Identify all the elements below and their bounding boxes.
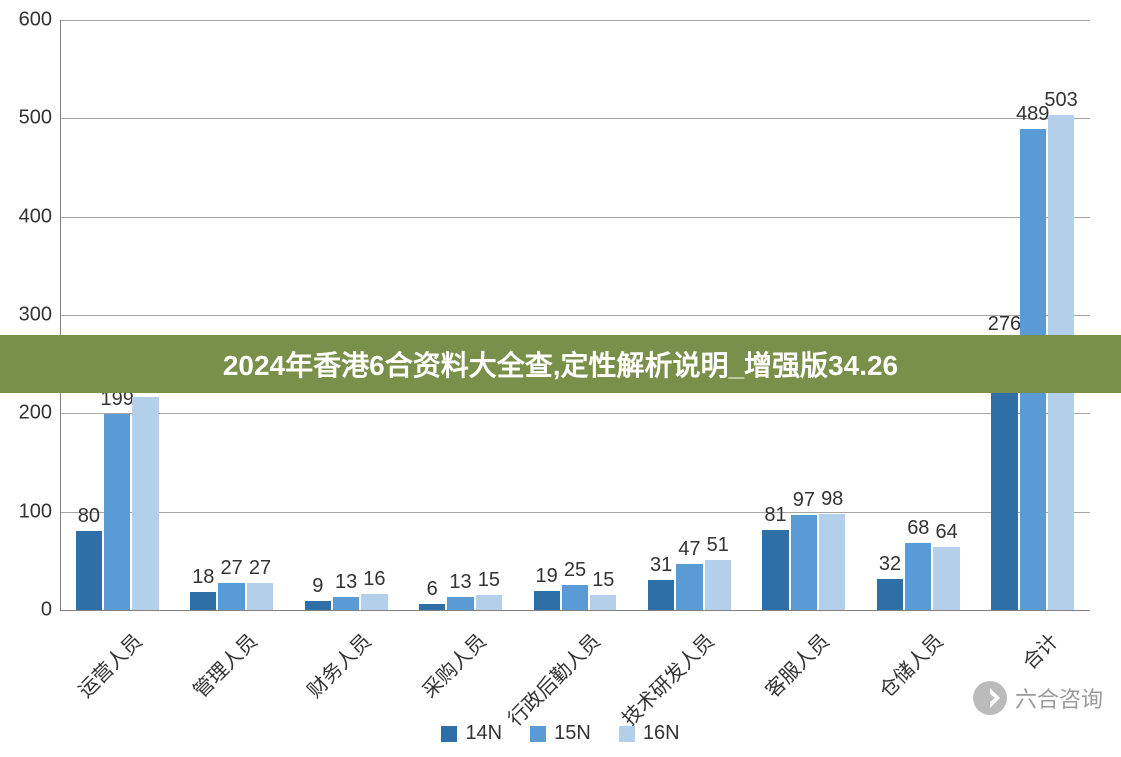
legend-item: 14N: [441, 722, 502, 745]
x-axis-label: 管理人员: [185, 626, 262, 703]
y-tick: 200: [19, 402, 52, 425]
bar-group: 61315: [418, 595, 503, 610]
bar-value-label: 27: [221, 557, 243, 580]
bar-group: 192515: [533, 585, 618, 610]
x-axis-labels: 运营人员管理人员财务人员采购人员行政后勤人员技术研发人员客服人员仓储人员合计: [60, 618, 1090, 698]
x-axis-label: 客服人员: [757, 626, 834, 703]
x-axis-label: 合计: [1014, 626, 1063, 675]
bar-value-label: 81: [764, 504, 786, 527]
bar: 199: [104, 414, 130, 610]
bar-group: 80199217: [75, 397, 160, 610]
bar-value-label: 68: [907, 517, 929, 540]
bar-value-label: 80: [78, 505, 100, 528]
x-axis-label: 采购人员: [414, 626, 491, 703]
bar: 13: [447, 597, 473, 610]
bar-value-label: 13: [449, 571, 471, 594]
bar: 25: [562, 585, 588, 610]
x-axis-label: 技术研发人员: [615, 626, 720, 731]
bar: 16: [361, 594, 387, 610]
bar-value-label: 15: [592, 569, 614, 592]
bar: 47: [676, 564, 702, 610]
bar: 18: [190, 592, 216, 610]
y-tick: 600: [19, 9, 52, 32]
bar-group: 326864: [876, 543, 961, 610]
legend-label: 14N: [465, 722, 502, 745]
x-axis-label: 财务人员: [300, 626, 377, 703]
bar-value-label: 503: [1044, 89, 1077, 112]
wechat-icon: [973, 681, 1007, 715]
bar-value-label: 27: [249, 557, 271, 580]
legend-label: 15N: [554, 722, 591, 745]
bar: 51: [705, 560, 731, 610]
bar: 81: [762, 530, 788, 610]
bar-value-label: 31: [650, 554, 672, 577]
y-axis: 0100200300400500600: [0, 20, 60, 610]
bar-value-label: 276: [988, 313, 1021, 336]
bar: 80: [76, 531, 102, 610]
bar-value-label: 6: [427, 578, 438, 601]
x-axis-label: 行政后勤人员: [500, 626, 605, 731]
bar: 31: [648, 580, 674, 610]
bar-group: 819798: [761, 514, 846, 610]
bar: 27: [218, 583, 244, 610]
legend-item: 15N: [530, 722, 591, 745]
bar: 217: [132, 397, 158, 610]
bar-value-label: 98: [821, 488, 843, 511]
bar-value-label: 47: [678, 538, 700, 561]
bar: 15: [476, 595, 502, 610]
y-tick: 0: [41, 599, 52, 622]
bar-group: 314751: [647, 560, 732, 610]
bar: 32: [877, 579, 903, 610]
legend: 14N 15N 16N: [0, 722, 1121, 745]
overlay-banner-text: 2024年香港6合资料大全查,定性解析说明_增强版34.26: [223, 344, 898, 384]
bar-value-label: 97: [793, 489, 815, 512]
bar: 6: [419, 604, 445, 610]
bar-value-label: 64: [936, 521, 958, 544]
bar-value-label: 25: [564, 559, 586, 582]
bar: 68: [905, 543, 931, 610]
y-tick: 300: [19, 304, 52, 327]
y-tick: 100: [19, 500, 52, 523]
bars-area: 8019921718272791316613151925153147518197…: [60, 20, 1090, 610]
bar-value-label: 51: [707, 534, 729, 557]
bar: 9: [305, 601, 331, 610]
bar-value-label: 13: [335, 571, 357, 594]
legend-swatch: [619, 726, 635, 742]
bar-value-label: 18: [192, 566, 214, 589]
x-axis-label: 运营人员: [71, 626, 148, 703]
legend-swatch: [530, 726, 546, 742]
bar-value-label: 15: [478, 569, 500, 592]
bar-value-label: 19: [536, 565, 558, 588]
bar: 15: [590, 595, 616, 610]
bar-value-label: 32: [879, 553, 901, 576]
watermark-text: 六合咨询: [1015, 682, 1103, 714]
overlay-banner: 2024年香港6合资料大全查,定性解析说明_增强版34.26: [0, 335, 1121, 393]
bar: 98: [819, 514, 845, 610]
x-axis-label: 仓储人员: [872, 626, 949, 703]
y-tick: 500: [19, 107, 52, 130]
bar-group: 182727: [189, 583, 274, 610]
bar-value-label: 16: [363, 568, 385, 591]
bar: 27: [247, 583, 273, 610]
legend-item: 16N: [619, 722, 680, 745]
bar: 13: [333, 597, 359, 610]
y-tick: 400: [19, 205, 52, 228]
x-axis-line: [60, 610, 1090, 611]
bar-value-label: 9: [312, 575, 323, 598]
bar: 19: [534, 591, 560, 610]
watermark: 六合咨询: [973, 681, 1103, 715]
chart-container: 0100200300400500600 80199217182727913166…: [0, 0, 1121, 757]
legend-label: 16N: [643, 722, 680, 745]
bar-group: 91316: [304, 594, 389, 610]
bar: 64: [933, 547, 959, 610]
legend-swatch: [441, 726, 457, 742]
bar: 97: [791, 515, 817, 610]
